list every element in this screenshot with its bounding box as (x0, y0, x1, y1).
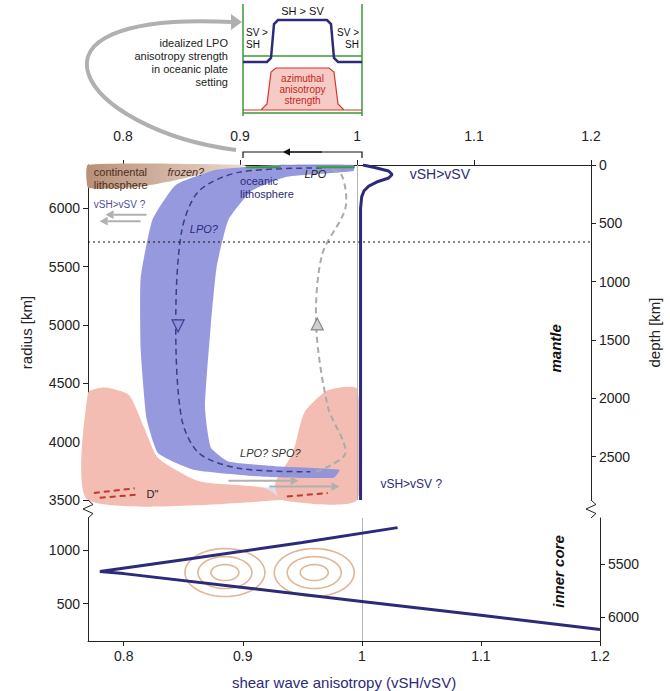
svg-text:radius [km]: radius [km] (18, 296, 35, 369)
svg-text:0.9: 0.9 (233, 648, 253, 664)
svg-text:frozen?: frozen? (168, 166, 206, 178)
svg-text:LPO: LPO (304, 168, 326, 180)
svg-text:shear wave anisotropy (vSH/vSV: shear wave anisotropy (vSH/vSV) (232, 674, 456, 691)
svg-text:lithosphere: lithosphere (240, 188, 294, 200)
svg-text:SV >: SV > (337, 27, 359, 38)
svg-text:SH: SH (345, 39, 359, 50)
svg-text:vSH>vSV: vSH>vSV (410, 166, 471, 182)
svg-text:1.1: 1.1 (464, 128, 484, 144)
svg-text:1: 1 (358, 648, 366, 664)
svg-text:0.8: 0.8 (113, 128, 133, 144)
svg-text:in oceanic plate: in oceanic plate (152, 63, 228, 75)
svg-text:continental: continental (94, 166, 147, 178)
svg-text:LPO?: LPO? (190, 223, 219, 235)
svg-text:3500: 3500 (49, 492, 80, 508)
svg-text:5500: 5500 (49, 259, 80, 275)
svg-text:1.2: 1.2 (581, 128, 601, 144)
svg-text:strength: strength (284, 95, 320, 106)
svg-text:1000: 1000 (49, 542, 80, 558)
svg-text:vSH>vSV ?: vSH>vSV ? (94, 199, 146, 210)
svg-text:oceanic: oceanic (240, 175, 278, 187)
svg-text:1.1: 1.1 (471, 648, 491, 664)
svg-text:LPO? SPO?: LPO? SPO? (240, 447, 301, 459)
svg-text:lithosphere: lithosphere (94, 179, 148, 191)
svg-text:2500: 2500 (599, 449, 630, 465)
svg-text:500: 500 (599, 215, 623, 231)
svg-text:SH > SV: SH > SV (281, 5, 324, 17)
svg-text:0.8: 0.8 (114, 648, 134, 664)
svg-text:0: 0 (599, 157, 607, 173)
svg-text:1.2: 1.2 (590, 648, 610, 664)
svg-text:4500: 4500 (49, 375, 80, 391)
svg-text:5500: 5500 (608, 556, 639, 572)
svg-text:setting: setting (196, 76, 228, 88)
svg-text:1500: 1500 (599, 332, 630, 348)
svg-text:0.9: 0.9 (230, 128, 250, 144)
svg-text:6000: 6000 (49, 200, 80, 216)
svg-text:4000: 4000 (49, 434, 80, 450)
svg-text:D": D" (146, 488, 158, 500)
svg-text:1000: 1000 (599, 274, 630, 290)
svg-text:anisotropy strength: anisotropy strength (134, 50, 228, 62)
svg-text:azimuthal: azimuthal (281, 73, 324, 84)
svg-text:5000: 5000 (49, 317, 80, 333)
svg-text:idealized LPO: idealized LPO (160, 37, 229, 49)
svg-text:500: 500 (57, 596, 81, 612)
svg-text:2000: 2000 (599, 390, 630, 406)
svg-text:6000: 6000 (608, 609, 639, 625)
svg-text:anisotropy: anisotropy (279, 84, 325, 95)
svg-text:SV >: SV > (246, 27, 268, 38)
svg-text:mantle: mantle (547, 324, 564, 372)
svg-text:vSH>vSV ?: vSH>vSV ? (380, 477, 442, 491)
svg-text:1: 1 (353, 128, 361, 144)
svg-text:SH: SH (246, 39, 260, 50)
svg-text:depth [km]: depth [km] (646, 297, 663, 367)
svg-text:inner core: inner core (550, 535, 567, 608)
